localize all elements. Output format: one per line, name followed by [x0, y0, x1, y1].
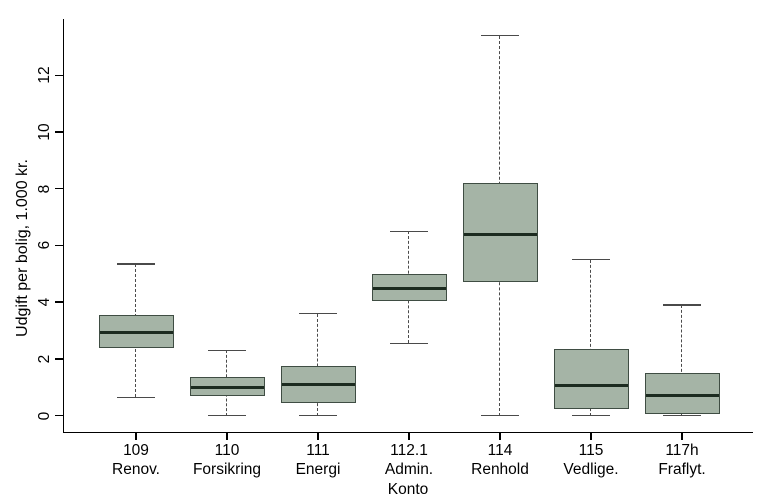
- y-tick-label: 8: [36, 184, 53, 194]
- category-name: Admin.: [384, 461, 434, 478]
- whisker-cap-upper: [663, 304, 701, 306]
- y-tick: [55, 74, 63, 76]
- median-line: [645, 394, 719, 398]
- y-tick-label: 0: [36, 411, 53, 420]
- x-tick-label: 110 Forsikring: [167, 441, 287, 479]
- whisker-cap-upper: [390, 230, 428, 233]
- whisker-cap-lower: [117, 396, 155, 398]
- category-name: Renov.: [112, 461, 160, 478]
- whisker-cap-upper: [117, 263, 155, 265]
- median-line: [554, 384, 628, 388]
- median-line: [190, 385, 264, 389]
- whisker-cap-upper: [481, 34, 519, 37]
- y-tick: [55, 131, 63, 133]
- y-tick-label: 2: [36, 354, 53, 364]
- category-code: 114: [487, 442, 513, 459]
- x-tick-label: 109 Renov.: [76, 441, 196, 479]
- y-tick-label: 6: [36, 241, 53, 250]
- category-code: 110: [214, 442, 240, 459]
- category-name: Energi: [295, 461, 341, 478]
- y-tick: [55, 244, 63, 247]
- whisker-line: [317, 313, 319, 416]
- category-name: Fraflyt.: [658, 461, 706, 478]
- x-tick: [226, 433, 228, 441]
- box: [553, 349, 629, 409]
- category-name: Forsikring: [192, 461, 262, 478]
- y-axis-line: [62, 19, 65, 433]
- x-tick: [681, 433, 683, 441]
- x-tick-label: 117h Fraflyt.: [622, 441, 742, 479]
- x-tick: [590, 433, 592, 441]
- x-tick: [408, 433, 410, 441]
- whisker-cap-lower: [572, 414, 610, 417]
- category-code: 111: [306, 442, 330, 459]
- category-code: 117h: [665, 442, 699, 459]
- x-tick: [499, 433, 501, 441]
- y-tick: [55, 414, 63, 417]
- category-code: 115: [578, 442, 604, 459]
- y-tick: [55, 187, 63, 190]
- median-line: [463, 232, 537, 236]
- whisker-cap-upper: [299, 312, 337, 315]
- y-tick-label: 4: [36, 297, 53, 307]
- category-name: Renhold: [471, 461, 529, 478]
- x-axis-line: [62, 431, 753, 434]
- x-tick-label: 115 Vedlige.: [531, 441, 651, 479]
- median-line: [372, 286, 446, 290]
- whisker-cap-lower: [299, 414, 337, 417]
- box: [644, 373, 720, 415]
- whisker-cap-upper: [572, 258, 610, 261]
- y-tick: [55, 301, 63, 303]
- y-tick: [55, 358, 63, 360]
- whisker-line: [681, 305, 683, 416]
- x-tick: [135, 433, 137, 441]
- whisker-line: [590, 259, 592, 416]
- median-line: [99, 330, 173, 334]
- median-line: [281, 382, 355, 386]
- category-code: 112.1: [390, 442, 428, 459]
- x-axis-title: Konto: [387, 481, 429, 498]
- whisker-cap-lower: [208, 414, 246, 417]
- x-tick-label: 111 Energi: [258, 441, 378, 479]
- whisker-cap-lower: [663, 414, 701, 417]
- y-tick-label: 10: [36, 123, 53, 141]
- x-tick-label: 114 Renhold: [440, 441, 560, 479]
- x-tick: [317, 433, 319, 441]
- category-name: Vedlige.: [563, 461, 619, 478]
- whisker-cap-lower: [390, 342, 428, 345]
- whisker-cap-lower: [481, 414, 519, 417]
- category-code: 109: [123, 442, 149, 459]
- y-tick-label: 12: [36, 66, 53, 84]
- whisker-cap-upper: [208, 349, 246, 352]
- x-tick-label: 112.1 Admin.: [349, 441, 469, 479]
